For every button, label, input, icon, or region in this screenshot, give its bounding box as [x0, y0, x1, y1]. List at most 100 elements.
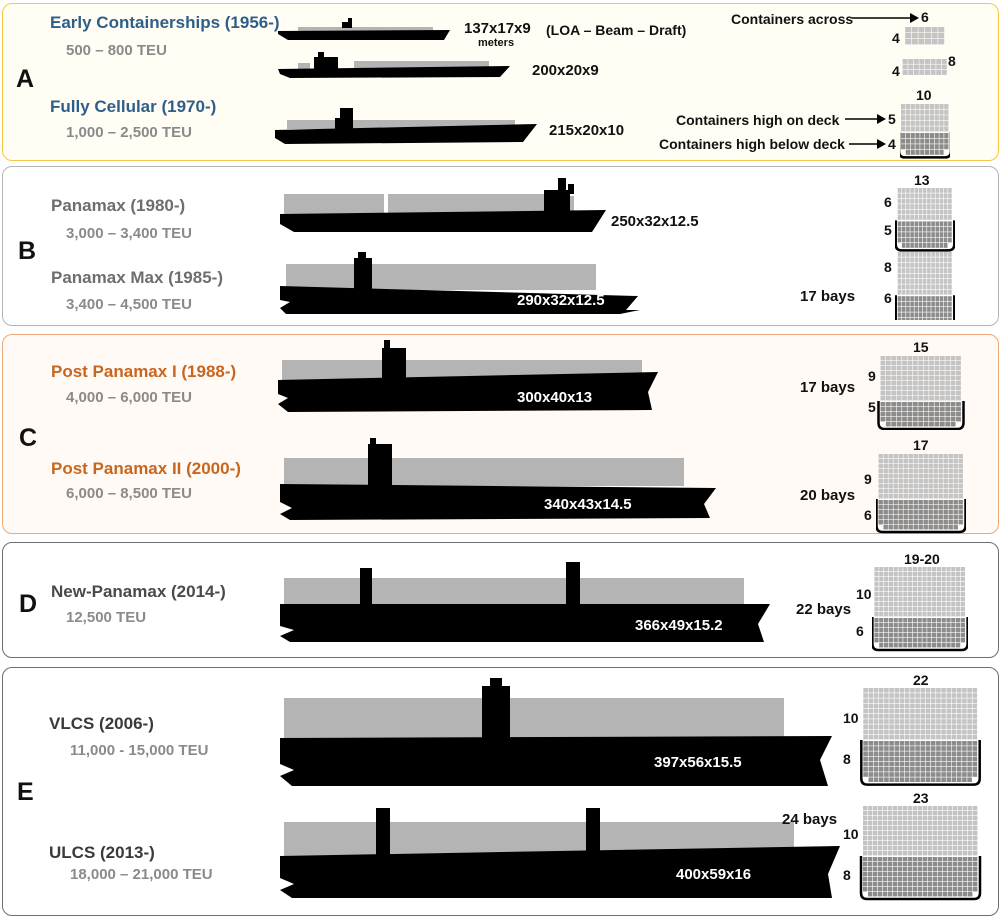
- container-cell: [920, 126, 925, 132]
- container-cell: [874, 633, 879, 638]
- container-cell: [917, 612, 922, 617]
- ship-silhouette-vlcs: [280, 678, 832, 786]
- container-cell: [915, 741, 920, 746]
- container-cell: [897, 215, 902, 220]
- container-cell: [910, 312, 914, 318]
- container-cell: [889, 719, 894, 724]
- container-cell: [873, 734, 879, 740]
- container-cell: [946, 698, 952, 703]
- container-cell: [938, 33, 945, 39]
- container-cell: [893, 806, 898, 811]
- container-cell: [935, 243, 940, 248]
- container-cell: [931, 193, 935, 199]
- container-cell: [945, 391, 951, 396]
- container-cell: [918, 284, 923, 290]
- containers-high-on-deck-value: 10: [843, 710, 859, 726]
- container-cell: [907, 361, 913, 366]
- container-cell: [897, 252, 902, 257]
- container-cell: [910, 746, 915, 751]
- container-cell: [878, 816, 883, 821]
- container-cell: [917, 628, 922, 633]
- container-cell: [893, 567, 898, 572]
- container-cell: [930, 772, 936, 777]
- container-cell: [960, 567, 965, 572]
- container-cell: [934, 417, 940, 422]
- container-cell: [905, 33, 912, 39]
- container-cell: [898, 515, 903, 520]
- container-cell: [936, 587, 941, 592]
- container-cell: [888, 572, 893, 577]
- container-cell: [925, 64, 930, 70]
- container-cell: [944, 126, 949, 132]
- container-cell: [939, 307, 944, 312]
- container-cell: [893, 454, 898, 459]
- container-cell: [953, 479, 958, 484]
- container-cell: [888, 877, 893, 882]
- container-cell: [910, 133, 915, 138]
- container-cell: [901, 115, 906, 121]
- container-cell: [941, 703, 946, 709]
- container-cell: [918, 296, 923, 301]
- container-cell: [918, 862, 923, 867]
- container-cell: [934, 412, 940, 417]
- container-cell: [903, 572, 908, 577]
- container-cell: [956, 746, 962, 751]
- container-cell: [958, 851, 963, 856]
- container-cell: [884, 618, 889, 623]
- container-cell: [901, 279, 906, 284]
- container-cell: [931, 268, 935, 273]
- container-cell: [938, 816, 943, 821]
- container-cell: [935, 221, 940, 227]
- container-cell: [935, 268, 940, 273]
- container-cell: [884, 688, 889, 693]
- container-cell: [920, 761, 926, 767]
- container-cell: [939, 215, 944, 220]
- container-cell: [931, 257, 935, 263]
- container-cell: [898, 592, 903, 597]
- container-cell: [873, 761, 879, 767]
- container-cell: [891, 376, 897, 381]
- container-cell: [928, 831, 933, 836]
- container-cell: [920, 746, 926, 751]
- container-cell: [901, 317, 906, 320]
- container-cell: [941, 597, 946, 602]
- container-cell: [888, 582, 893, 587]
- container-cell: [917, 572, 922, 577]
- container-cell: [888, 587, 893, 592]
- ship-silhouette-215m: [275, 108, 537, 144]
- container-cell: [927, 279, 931, 284]
- container-cell: [913, 841, 918, 846]
- container-cell: [883, 469, 888, 474]
- hull-outline: [900, 132, 950, 159]
- container-cell: [896, 402, 902, 407]
- container-cell: [878, 892, 883, 897]
- container-cell: [925, 777, 931, 782]
- container-cell: [958, 841, 963, 846]
- containers-across-value: 8: [948, 53, 956, 69]
- container-cell: [936, 64, 942, 70]
- container-cell: [953, 454, 958, 459]
- ship-silhouette-early: [278, 18, 450, 40]
- container-cell: [956, 698, 962, 703]
- container-cell: [923, 816, 928, 821]
- container-cell: [948, 479, 953, 484]
- container-cell: [915, 138, 920, 144]
- container-cell: [936, 741, 941, 746]
- container-cell: [920, 724, 926, 729]
- container-cell: [920, 703, 926, 709]
- containers-high-below-value: 6: [864, 507, 872, 523]
- container-cell: [931, 226, 935, 232]
- container-cell: [963, 862, 968, 867]
- container-cell: [908, 479, 913, 484]
- container-cell: [938, 831, 943, 836]
- container-cell: [923, 877, 928, 882]
- container-cell: [884, 602, 889, 607]
- container-cell: [922, 307, 927, 312]
- container-cell: [962, 703, 967, 709]
- container-cell: [884, 714, 889, 719]
- container-cell: [960, 597, 965, 602]
- container-cell: [904, 734, 910, 740]
- container-cell: [968, 862, 973, 867]
- container-cell: [880, 366, 886, 371]
- container-cell: [946, 612, 951, 617]
